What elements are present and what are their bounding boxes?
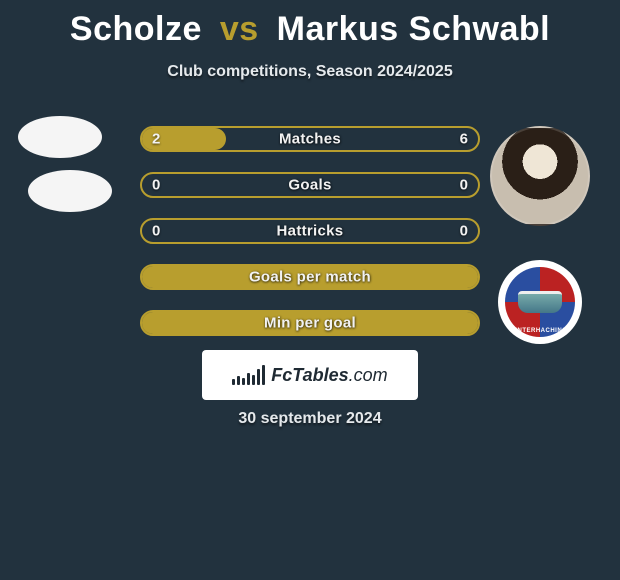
fctables-bars-icon (232, 365, 265, 385)
player-right-club-badge: UNTERHACHING (498, 260, 582, 344)
comparison-title: Scholze vs Markus Schwabl (0, 0, 620, 49)
stat-row-goals: 0 Goals 0 (140, 172, 480, 198)
bar-icon (247, 373, 250, 385)
stat-right-value: 6 (460, 131, 468, 148)
stat-label: Goals per match (142, 269, 478, 286)
stat-row-goals-per-match: Goals per match (140, 264, 480, 290)
club-badge-inner: UNTERHACHING (505, 267, 575, 337)
bar-icon (252, 375, 255, 385)
stat-row-min-per-goal: Min per goal (140, 310, 480, 336)
subtitle: Club competitions, Season 2024/2025 (0, 63, 620, 81)
vs-separator: vs (220, 10, 259, 48)
bar-icon (232, 379, 235, 385)
stat-label: Matches (142, 131, 478, 148)
stat-row-hattricks: 0 Hattricks 0 (140, 218, 480, 244)
fctables-name: FcTables (271, 365, 348, 385)
player-left-avatar-placeholder (18, 116, 102, 158)
bar-icon (242, 378, 245, 385)
bar-icon (262, 365, 265, 385)
fctables-domain: .com (349, 365, 388, 385)
bar-icon (237, 376, 240, 385)
fctables-text: FcTables.com (271, 365, 387, 386)
fctables-brand-box: FcTables.com (202, 350, 418, 400)
date-text: 30 september 2024 (0, 410, 620, 428)
stat-right-value: 0 (460, 177, 468, 194)
club-badge-text: UNTERHACHING (505, 267, 575, 337)
bar-icon (257, 369, 260, 385)
stats-container: 2 Matches 6 0 Goals 0 0 Hattricks 0 Goal… (140, 126, 480, 356)
stat-right-value: 0 (460, 223, 468, 240)
stat-row-matches: 2 Matches 6 (140, 126, 480, 152)
stat-label: Hattricks (142, 223, 478, 240)
stat-label: Goals (142, 177, 478, 194)
player-right-name: Markus Schwabl (277, 10, 550, 48)
stat-label: Min per goal (142, 315, 478, 332)
player-left-club-badge-placeholder (28, 170, 112, 212)
player-right-avatar (490, 126, 590, 226)
player-left-name: Scholze (70, 10, 202, 48)
